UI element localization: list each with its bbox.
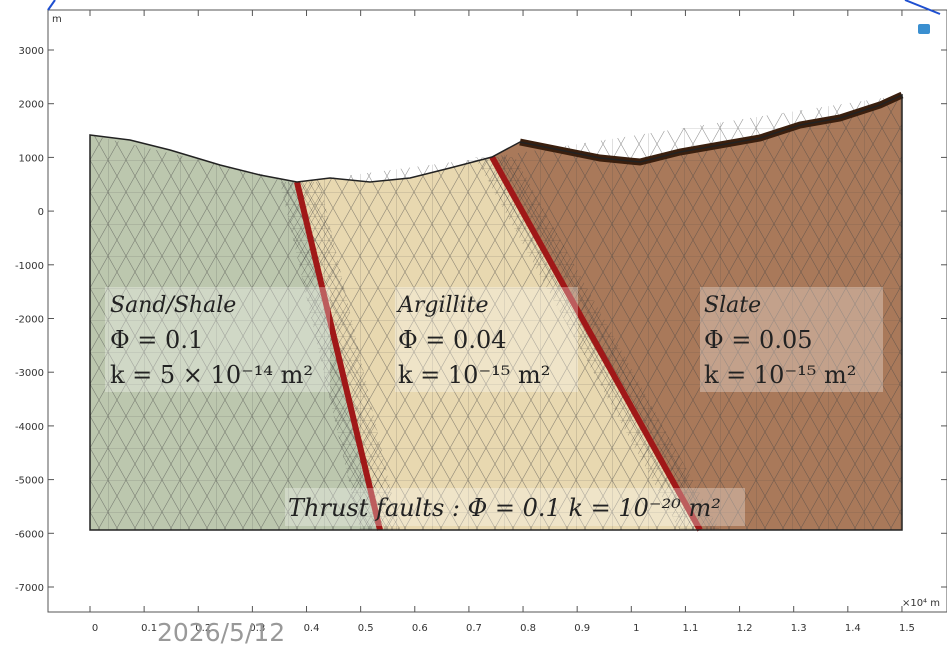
faults-label: Thrust faults : Φ = 0.1 k = 10⁻²⁰ m²	[288, 494, 721, 522]
region-porosity: Φ = 0.05	[704, 326, 812, 354]
y-tick-label: -2000	[15, 315, 44, 326]
x-tick-label: 0.5	[358, 623, 374, 634]
corner-line	[48, 0, 55, 10]
region-permeability: k = 5 × 10⁻¹⁴ m²	[110, 361, 313, 389]
region-name: Slate	[704, 293, 761, 318]
y-tick-label: -4000	[15, 422, 44, 433]
y-tick-label: -1000	[15, 261, 44, 272]
y-tick-label: 2000	[19, 100, 44, 111]
x-tick-label: 1	[633, 623, 639, 634]
x-tick-label: 0.8	[520, 623, 536, 634]
y-tick-label: -7000	[15, 583, 44, 594]
x-tick-label: 1.1	[682, 623, 698, 634]
x-unit: ×10⁴ m	[902, 598, 940, 609]
region-name: Argillite	[396, 293, 489, 318]
x-tick-label: 1.3	[791, 623, 807, 634]
y-tick-label: 3000	[19, 46, 44, 57]
x-tick-label: 0.4	[304, 623, 320, 634]
x-tick-label: 0.6	[412, 623, 428, 634]
timestamp: 2026/5/12	[157, 618, 285, 647]
y-tick-label: -5000	[15, 476, 44, 487]
region-porosity: Φ = 0.04	[398, 326, 506, 354]
x-tick-label: 0	[92, 623, 98, 634]
region-porosity: Φ = 0.1	[110, 326, 203, 354]
region-permeability: k = 10⁻¹⁵ m²	[398, 361, 550, 389]
y-unit: m	[52, 14, 62, 25]
y-tick-label: -6000	[15, 529, 44, 540]
x-tick-label: 0.7	[466, 623, 482, 634]
y-tick-label: -3000	[15, 368, 44, 379]
x-tick-label: 0.1	[141, 623, 157, 634]
x-tick-label: 1.2	[737, 623, 753, 634]
x-tick-label: 1.4	[845, 623, 861, 634]
mesh-plot: Sand/Shale Φ = 0.1 k = 5 × 10⁻¹⁴ m² Argi…	[0, 0, 947, 649]
x-tick-label: 1.5	[899, 623, 915, 634]
region-permeability: k = 10⁻¹⁵ m²	[704, 361, 856, 389]
region-name: Sand/Shale	[110, 293, 236, 318]
x-tick-label: 0.9	[574, 623, 590, 634]
y-tick-label: 1000	[19, 153, 44, 164]
y-tick-label: 0	[38, 207, 44, 218]
view-icon[interactable]	[918, 24, 930, 34]
